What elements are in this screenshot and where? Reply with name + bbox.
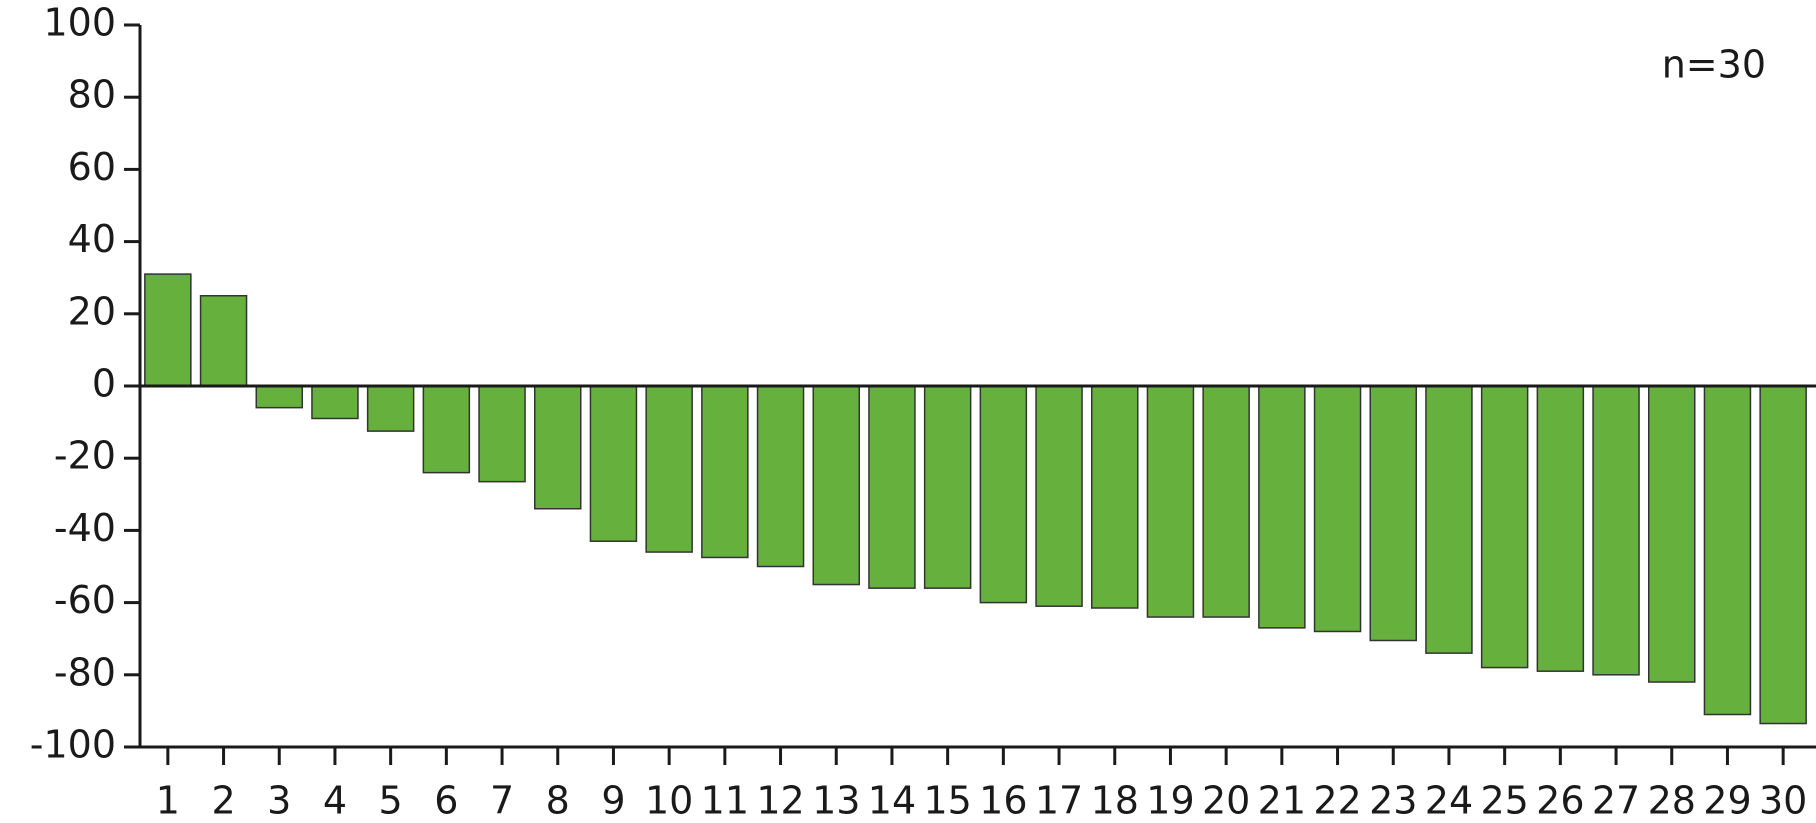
x-tick-label: 5 bbox=[379, 779, 403, 823]
bar bbox=[645, 385, 693, 553]
x-tick-label: 21 bbox=[1258, 779, 1306, 823]
bar bbox=[923, 385, 972, 589]
x-tick-label: 10 bbox=[645, 779, 693, 823]
bar bbox=[1146, 385, 1195, 618]
y-tick-label: -20 bbox=[54, 434, 116, 478]
bar bbox=[534, 385, 582, 510]
bar bbox=[311, 385, 359, 420]
x-tick-label: 24 bbox=[1425, 779, 1473, 823]
x-tick-label: 15 bbox=[923, 779, 971, 823]
x-tick-label: 20 bbox=[1202, 779, 1250, 823]
y-tick-label: 80 bbox=[68, 73, 116, 117]
bar bbox=[1313, 385, 1362, 633]
bar bbox=[1202, 385, 1250, 618]
x-tick-label: 22 bbox=[1313, 779, 1361, 823]
bar bbox=[1703, 385, 1752, 716]
bar bbox=[1091, 385, 1139, 609]
x-tick-label: 16 bbox=[979, 779, 1027, 823]
y-tick-label: -60 bbox=[54, 578, 116, 622]
bar bbox=[756, 385, 805, 568]
y-tick-label: 20 bbox=[68, 289, 116, 333]
bar bbox=[1592, 385, 1640, 676]
bar bbox=[979, 385, 1028, 604]
x-tick-label: 12 bbox=[756, 779, 804, 823]
y-tick-label: 100 bbox=[43, 1, 116, 45]
x-tick-label: 17 bbox=[1035, 779, 1083, 823]
bar bbox=[422, 385, 471, 474]
bar bbox=[812, 385, 860, 586]
x-tick-label: 28 bbox=[1648, 779, 1696, 823]
x-tick-label: 30 bbox=[1759, 779, 1807, 823]
x-tick-label: 4 bbox=[323, 779, 347, 823]
x-tick-label: 29 bbox=[1703, 779, 1751, 823]
x-tick-label: 11 bbox=[701, 779, 749, 823]
x-tick-label: 9 bbox=[601, 779, 625, 823]
bar bbox=[701, 385, 749, 559]
bar bbox=[1536, 385, 1585, 672]
bar bbox=[1369, 385, 1417, 642]
bar bbox=[1035, 385, 1083, 607]
x-tick-label: 14 bbox=[868, 779, 916, 823]
y-tick-label: -80 bbox=[54, 650, 116, 694]
bar bbox=[1648, 385, 1696, 683]
bar bbox=[255, 385, 303, 409]
bar bbox=[1425, 385, 1473, 654]
x-tick-label: 19 bbox=[1146, 779, 1194, 823]
x-tick-label: 3 bbox=[267, 779, 291, 823]
x-tick-label: 26 bbox=[1536, 779, 1584, 823]
x-tick-label: 8 bbox=[546, 779, 570, 823]
x-tick-label: 18 bbox=[1091, 779, 1139, 823]
bar bbox=[1759, 385, 1807, 725]
x-tick-label: 25 bbox=[1480, 779, 1528, 823]
x-tick-label: 13 bbox=[812, 779, 860, 823]
y-tick-label: -40 bbox=[54, 506, 116, 550]
x-tick-label: 27 bbox=[1592, 779, 1640, 823]
bar bbox=[144, 273, 192, 387]
x-tick-label: 7 bbox=[490, 779, 514, 823]
x-tick-label: 1 bbox=[156, 779, 180, 823]
y-tick-label: 60 bbox=[68, 145, 116, 189]
y-tick-label: -100 bbox=[30, 723, 116, 767]
bar bbox=[868, 385, 916, 589]
bar bbox=[366, 385, 415, 432]
y-tick-label: 40 bbox=[68, 217, 116, 261]
bar bbox=[199, 295, 248, 387]
bar bbox=[589, 385, 638, 542]
annotation: n=30 bbox=[1662, 43, 1766, 87]
bar bbox=[1480, 385, 1529, 669]
x-tick-label: 2 bbox=[211, 779, 235, 823]
x-tick-label: 23 bbox=[1369, 779, 1417, 823]
y-tick-label: 0 bbox=[92, 362, 116, 406]
bar bbox=[1258, 385, 1306, 629]
bar bbox=[478, 385, 526, 483]
x-tick-label: 6 bbox=[434, 779, 458, 823]
